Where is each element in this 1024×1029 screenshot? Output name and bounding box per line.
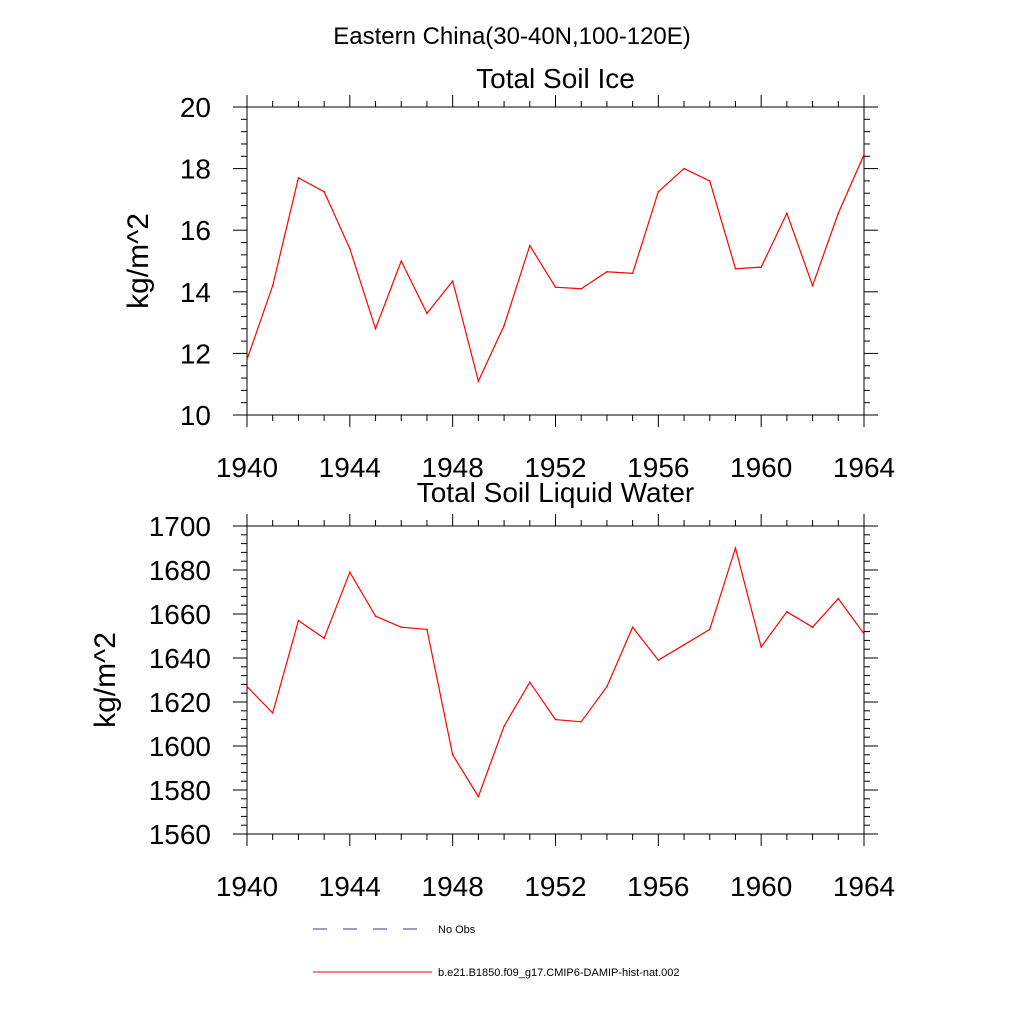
- data-point: [297, 619, 300, 622]
- legend-label: No Obs: [438, 924, 476, 936]
- data-point: [503, 725, 505, 727]
- data-point: [657, 190, 660, 193]
- panel-title: Total Soil Liquid Water: [417, 477, 695, 508]
- chart-panel-2: Total Soil Liquid Water 1940 1944 1948 1952 1…: [89, 477, 895, 902]
- data-point: [374, 327, 377, 330]
- chart-panels: Total Soil Ice 1940 1944 1948 1952 1956 1960 19…: [89, 63, 895, 902]
- data-point: [323, 637, 325, 639]
- data-point: [811, 284, 814, 287]
- data-point: [528, 681, 531, 683]
- legend-item: b.e21.B1850.f09_g17.CMIP6-DAMIP-hist-nat…: [313, 967, 680, 979]
- data-point: [503, 324, 505, 327]
- data-point: [426, 312, 428, 315]
- data-point: [477, 795, 480, 798]
- x-tick-label: 1944: [319, 452, 381, 483]
- y-tick-label: 1600: [149, 731, 211, 762]
- plot-frame: [246, 525, 865, 835]
- x-tick-label: 1964: [833, 452, 895, 483]
- data-point: [297, 177, 300, 179]
- data-point: [657, 659, 660, 661]
- page-title: Eastern China(30-40N,100-120E): [333, 23, 691, 50]
- data-point: [400, 260, 403, 262]
- chart-panel-1: Total Soil Ice 1940 1944 1948 1952 1956 1960 19…: [122, 63, 895, 483]
- data-point: [271, 712, 274, 714]
- y-tick-label: 10: [180, 400, 211, 431]
- data-point: [426, 628, 428, 631]
- x-tick-label: 1940: [216, 452, 278, 483]
- data-point: [400, 626, 403, 628]
- data-point: [708, 180, 711, 182]
- y-tick-label: 18: [180, 154, 211, 185]
- data-point: [349, 571, 351, 573]
- data-point: [683, 644, 685, 646]
- data-point: [528, 244, 531, 247]
- data-point: [786, 212, 788, 215]
- data-point: [786, 611, 788, 613]
- series-line: [246, 545, 865, 798]
- data-point: [554, 286, 557, 288]
- legend: No Obs b.e21.B1850.f09_g17.CMIP6-DAMIP-hi…: [313, 924, 680, 979]
- y-tick-label: 14: [180, 277, 211, 308]
- x-tick-label: 1964: [833, 871, 895, 902]
- data-point: [554, 718, 557, 721]
- data-point: [837, 597, 840, 600]
- x-tick-label: 1952: [524, 871, 586, 902]
- data-point: [323, 190, 325, 193]
- x-tick-label: 1956: [627, 452, 689, 483]
- data-point: [606, 270, 608, 273]
- data-point: [477, 380, 480, 382]
- data-point: [580, 287, 583, 290]
- x-tick-label: 1956: [627, 871, 689, 902]
- y-axis-label: kg/m^2: [89, 632, 122, 728]
- plot-frame: [246, 106, 865, 416]
- data-point: [580, 721, 583, 723]
- x-tick-label: 1960: [730, 871, 792, 902]
- y-tick-label: 1680: [149, 555, 211, 586]
- y-axis-label: kg/m^2: [122, 213, 155, 309]
- legend-label: b.e21.B1850.f09_g17.CMIP6-DAMIP-hist-nat…: [438, 967, 680, 979]
- data-point: [631, 626, 634, 628]
- x-tick-label: 1940: [216, 871, 278, 902]
- data-point: [451, 280, 454, 282]
- x-tick-label: 1948: [422, 871, 484, 902]
- data-point: [760, 266, 762, 268]
- data-point: [837, 212, 840, 215]
- data-point: [760, 646, 762, 648]
- panel-title: Total Soil Ice: [476, 63, 635, 94]
- x-tick-label: 1960: [730, 452, 792, 483]
- y-tick-label: 16: [180, 215, 211, 246]
- y-tick-label: 1700: [149, 511, 211, 542]
- data-point: [631, 272, 634, 275]
- legend-item: No Obs: [313, 924, 476, 936]
- data-point: [683, 167, 685, 170]
- data-point: [451, 754, 454, 756]
- x-tick-label: 1944: [319, 871, 381, 902]
- data-point: [246, 358, 248, 361]
- data-point: [734, 267, 737, 270]
- x-tick-label: 1948: [422, 452, 484, 483]
- data-point: [349, 247, 351, 250]
- data-point: [863, 153, 865, 156]
- y-tick-label: 1640: [149, 643, 211, 674]
- data-point: [863, 633, 865, 635]
- x-tick-label: 1952: [524, 452, 586, 483]
- data-point: [708, 628, 711, 631]
- y-tick-label: 1620: [149, 687, 211, 718]
- y-tick-label: 12: [180, 338, 211, 369]
- y-tick-label: 1560: [149, 819, 211, 850]
- series-line: [246, 154, 865, 383]
- y-tick-label: 20: [180, 92, 211, 123]
- data-point: [246, 685, 248, 688]
- data-point: [811, 626, 814, 628]
- y-tick-label: 1660: [149, 599, 211, 630]
- data-point: [606, 685, 608, 688]
- data-point: [374, 615, 377, 617]
- data-point: [734, 547, 737, 549]
- y-tick-label: 1580: [149, 775, 211, 806]
- data-point: [271, 284, 274, 287]
